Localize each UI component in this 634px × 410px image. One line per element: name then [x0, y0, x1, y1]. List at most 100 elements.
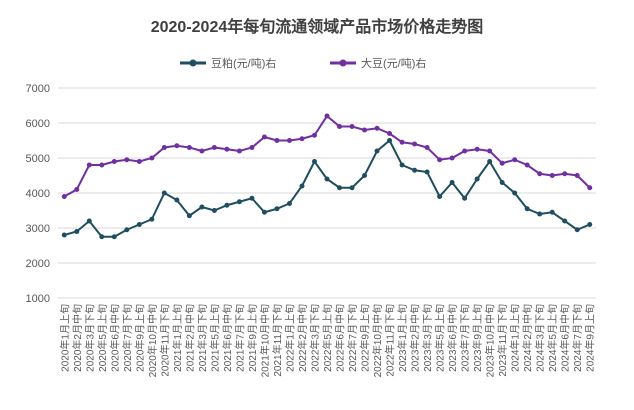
x-tick-label: 2024年1月上旬 — [509, 304, 522, 372]
point — [311, 132, 317, 138]
point — [211, 208, 217, 213]
x-tick-label: 2020年7月下旬 — [121, 304, 134, 372]
point — [462, 148, 468, 154]
y-tick-label: 3000 — [26, 223, 50, 235]
point — [374, 125, 380, 131]
x-tick-label: 2022年9月上旬 — [359, 304, 372, 372]
point — [562, 218, 568, 224]
legend-marker — [189, 59, 197, 67]
x-tick-label: 2020年3月下旬 — [83, 304, 96, 372]
x-tick-label: 2021年3月下旬 — [196, 304, 209, 372]
point — [349, 185, 355, 191]
point — [537, 211, 543, 217]
point — [111, 234, 117, 240]
x-tick-label: 2020年10月中旬 — [146, 304, 159, 377]
point — [74, 187, 80, 192]
x-tick-label: 2024年2月中旬 — [521, 304, 534, 372]
point — [61, 232, 67, 238]
chart-title: 2020-2024年每旬流通领域产品市场价格走势图 — [151, 17, 484, 36]
x-tick-label: 2024年9月上旬 — [584, 304, 597, 372]
point — [236, 199, 242, 205]
point — [261, 134, 267, 140]
point — [424, 169, 430, 175]
x-tick-label: 2020年6月中旬 — [108, 304, 121, 372]
point — [324, 176, 330, 182]
x-tick-label: 2024年7月下旬 — [571, 304, 584, 372]
point — [549, 209, 555, 215]
point — [424, 145, 430, 150]
series-line — [63, 114, 591, 198]
point — [124, 157, 130, 163]
x-tick-label: 2020年2月中旬 — [71, 304, 84, 372]
point — [149, 216, 155, 222]
point — [474, 146, 480, 152]
point — [249, 195, 255, 201]
x-tick-label: 2021年9月上旬 — [246, 304, 259, 372]
point — [399, 162, 405, 168]
point — [362, 173, 368, 178]
x-tick-label: 2023年11月下旬 — [496, 304, 509, 377]
point — [186, 145, 192, 150]
point — [449, 180, 455, 185]
point — [124, 227, 130, 233]
y-tick-label: 2000 — [26, 258, 50, 270]
x-tick-label: 2021年11月下旬 — [271, 304, 284, 377]
point — [499, 180, 505, 185]
point — [587, 185, 593, 191]
point — [299, 136, 305, 142]
point — [161, 190, 167, 196]
x-tick-label: 2020年5月上旬 — [96, 304, 109, 372]
point — [61, 194, 67, 199]
point — [99, 234, 105, 240]
x-tick-label: 2023年10月中旬 — [484, 304, 497, 377]
point — [487, 159, 493, 164]
point — [311, 159, 317, 164]
x-tick-label: 2024年5月上旬 — [546, 304, 559, 372]
point — [286, 201, 292, 206]
x-tick-label: 2023年1月上旬 — [396, 304, 409, 372]
x-tick-label: 2020年9月上旬 — [133, 304, 146, 372]
point — [174, 143, 180, 149]
point — [199, 148, 205, 154]
point — [161, 145, 167, 150]
point — [337, 185, 343, 191]
x-tick-label: 2021年7月下旬 — [233, 304, 246, 372]
x-tick-label: 2024年3月下旬 — [534, 304, 547, 372]
point — [499, 160, 505, 166]
x-tick-label: 2020年11月下旬 — [158, 304, 171, 377]
legend-label: 豆粕(元/吨)右 — [211, 56, 276, 70]
point — [437, 194, 443, 199]
x-tick-label: 2022年1月上旬 — [283, 304, 296, 372]
x-tick-label: 2023年5月上旬 — [434, 304, 447, 372]
point — [574, 173, 580, 178]
point — [224, 202, 230, 208]
point — [86, 162, 92, 168]
point — [74, 229, 80, 234]
point — [86, 218, 92, 224]
point — [261, 209, 267, 215]
point — [274, 206, 280, 212]
point — [462, 195, 468, 201]
x-tick-label: 2022年5月上旬 — [321, 304, 334, 372]
x-tick-label: 2022年3月下旬 — [308, 304, 321, 372]
point — [549, 173, 555, 178]
point — [387, 138, 393, 143]
series-line — [63, 138, 591, 238]
point — [449, 155, 455, 161]
y-tick-label: 7000 — [26, 83, 50, 95]
x-tick-label: 2022年6月中旬 — [334, 304, 347, 372]
point — [199, 204, 205, 210]
x-tick-label: 2024年6月中旬 — [559, 304, 572, 372]
x-tick-label: 2020年1月上旬 — [58, 304, 71, 372]
x-tick-label: 2021年10月中旬 — [258, 304, 271, 377]
point — [374, 148, 380, 154]
point — [412, 141, 418, 147]
point — [412, 167, 418, 173]
y-tick-label: 6000 — [26, 118, 50, 130]
x-tick-label: 2022年7月下旬 — [346, 304, 359, 372]
y-tick-label: 1000 — [26, 293, 50, 305]
legend-label: 大豆(元/吨)右 — [361, 56, 426, 70]
point — [174, 197, 180, 203]
point — [487, 148, 493, 154]
